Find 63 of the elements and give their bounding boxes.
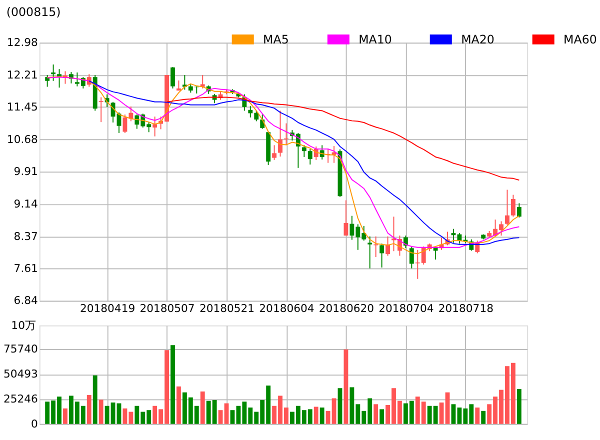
bar: [314, 406, 318, 424]
x-tick-label: 20180620: [318, 302, 374, 316]
bar: [374, 404, 378, 424]
bar: [481, 410, 486, 424]
bar: [516, 389, 522, 424]
candlestick: [374, 236, 378, 258]
y-tick-label: 8.37: [14, 230, 38, 243]
candlestick: [272, 144, 277, 160]
candlestick: [308, 148, 312, 166]
y-tick-label: 12.21: [6, 68, 38, 82]
x-tick-label: 20180521: [199, 302, 255, 316]
bar: [98, 400, 104, 424]
candlestick: [302, 144, 306, 158]
legend-label: MA10: [358, 32, 392, 46]
legend-label: MA20: [461, 32, 494, 46]
candlestick: [98, 96, 104, 123]
bar: [176, 386, 181, 424]
bar: [170, 345, 175, 424]
x-tick-label: 20180704: [378, 302, 434, 316]
y-tick-label: 6.84: [14, 294, 38, 308]
y-tick-label: 9.91: [14, 165, 38, 178]
candlestick: [278, 110, 282, 158]
bar: [116, 403, 122, 424]
y-tick-label: 12.98: [6, 36, 38, 50]
y-tick-label: 9.14: [14, 198, 38, 211]
bar: [338, 388, 342, 424]
bar: [380, 409, 384, 424]
candlestick: [386, 236, 390, 256]
candlestick: [409, 246, 414, 269]
candlestick: [200, 74, 205, 89]
x-tick-label: 20180718: [438, 302, 494, 316]
candlestick: [152, 116, 158, 137]
x-tick-label: 20180419: [80, 302, 136, 316]
x-tick-label: 20180604: [259, 302, 314, 316]
y-tick-label: 75740: [3, 342, 38, 356]
y-tick-label: 10.68: [6, 132, 38, 146]
y-tick-label: 50493: [3, 368, 38, 381]
candlestick: [510, 194, 516, 218]
candlestick: [284, 122, 288, 146]
candlestick: [170, 66, 175, 89]
candlestick: [260, 114, 265, 130]
legend-label: MA5: [263, 32, 289, 46]
bar: [200, 391, 205, 424]
candlestick: [368, 236, 372, 269]
bar: [63, 408, 68, 424]
bar: [475, 408, 480, 424]
bar: [344, 349, 348, 424]
candlestick: [51, 64, 56, 82]
bar: [92, 375, 98, 424]
candlestick: [45, 74, 50, 88]
candlestick: [516, 202, 522, 218]
y-axis-title: 10万: [11, 318, 36, 332]
candlestick: [380, 243, 384, 268]
y-tick-label: 0: [31, 417, 38, 430]
y-tick-label: 7.61: [14, 262, 38, 275]
y-tick-label: 11.45: [6, 100, 38, 114]
bar: [320, 408, 324, 424]
candlestick: [505, 189, 510, 226]
x-tick-label: 20180507: [140, 302, 195, 316]
chart-title: (000815): [6, 5, 61, 20]
y-tick-label: 25246: [3, 392, 38, 406]
bar: [86, 394, 92, 424]
legend-label: MA60: [564, 32, 597, 46]
